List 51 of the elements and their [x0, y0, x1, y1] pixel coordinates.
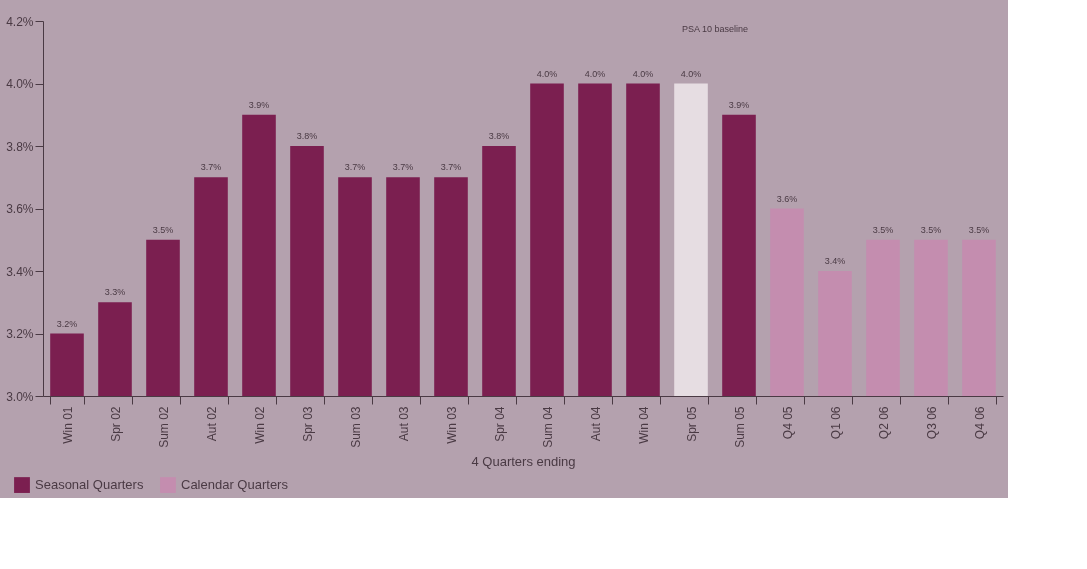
- legend-label: Calendar Quarters: [181, 477, 289, 493]
- x-tick-label: Q4 06: [972, 406, 987, 440]
- x-tick-label: Aut 04: [588, 406, 603, 442]
- y-tick-label: 4.2%: [6, 14, 34, 29]
- y-tick-label: 3.2%: [6, 327, 34, 341]
- x-tick-label: Sum 03: [348, 406, 363, 448]
- data-label: 3.5%: [872, 224, 894, 235]
- x-tick-label: Q1 06: [828, 406, 843, 440]
- x-tick-label: Q4 05: [780, 406, 795, 440]
- x-axis-title: 4 Quarters ending: [471, 453, 576, 469]
- x-tick-label: Win 02: [252, 406, 267, 444]
- x-tick-label: Win 04: [636, 406, 651, 444]
- x-tick-label: Win 01: [60, 406, 75, 444]
- data-label: 3.2%: [56, 318, 78, 329]
- data-label: 4.0%: [584, 68, 606, 79]
- data-label: 4.0%: [632, 68, 654, 79]
- x-tick-label: Q2 06: [876, 406, 891, 440]
- data-label: 3.5%: [152, 224, 174, 235]
- data-label: 4.0%: [680, 68, 702, 79]
- x-tick-label: Spr 04: [492, 406, 507, 442]
- y-tick-label: 3.0%: [6, 389, 34, 404]
- x-tick-label: Spr 03: [300, 406, 315, 442]
- data-label: 3.8%: [488, 131, 510, 141]
- x-tick-label: Sum 04: [540, 406, 555, 448]
- data-label: 3.8%: [296, 131, 318, 141]
- x-tick-label: Spr 02: [108, 406, 123, 442]
- data-label: 3.7%: [440, 162, 462, 173]
- legend-label: Seasonal Quarters: [35, 477, 144, 493]
- data-label: 4.0%: [536, 68, 558, 79]
- x-tick-label: Q3 06: [924, 406, 939, 440]
- data-label: 3.6%: [776, 193, 798, 204]
- x-tick-label: Win 03: [444, 406, 459, 444]
- x-tick-label: Sum 02: [156, 406, 171, 448]
- data-label: 3.7%: [392, 162, 414, 173]
- y-tick-label: 4.0%: [6, 77, 34, 91]
- data-label: 3.5%: [920, 224, 942, 235]
- x-tick-label: Sum 05: [732, 406, 747, 448]
- data-label: 3.3%: [104, 287, 126, 298]
- data-label: 3.9%: [248, 99, 270, 110]
- x-tick-label: Aut 02: [204, 406, 219, 442]
- data-label: 3.7%: [344, 162, 366, 173]
- data-label: 3.9%: [728, 99, 750, 110]
- annotation: PSA 10 baseline: [681, 24, 749, 34]
- data-label: 3.7%: [200, 162, 222, 173]
- data-label: 3.5%: [968, 224, 990, 235]
- x-tick-label: Spr 05: [684, 406, 699, 442]
- y-tick-label: 3.4%: [6, 264, 34, 279]
- data-label: 3.4%: [824, 256, 846, 266]
- x-tick-label: Aut 03: [396, 406, 411, 442]
- y-tick-label: 3.6%: [6, 202, 34, 216]
- y-tick-label: 3.8%: [6, 139, 34, 154]
